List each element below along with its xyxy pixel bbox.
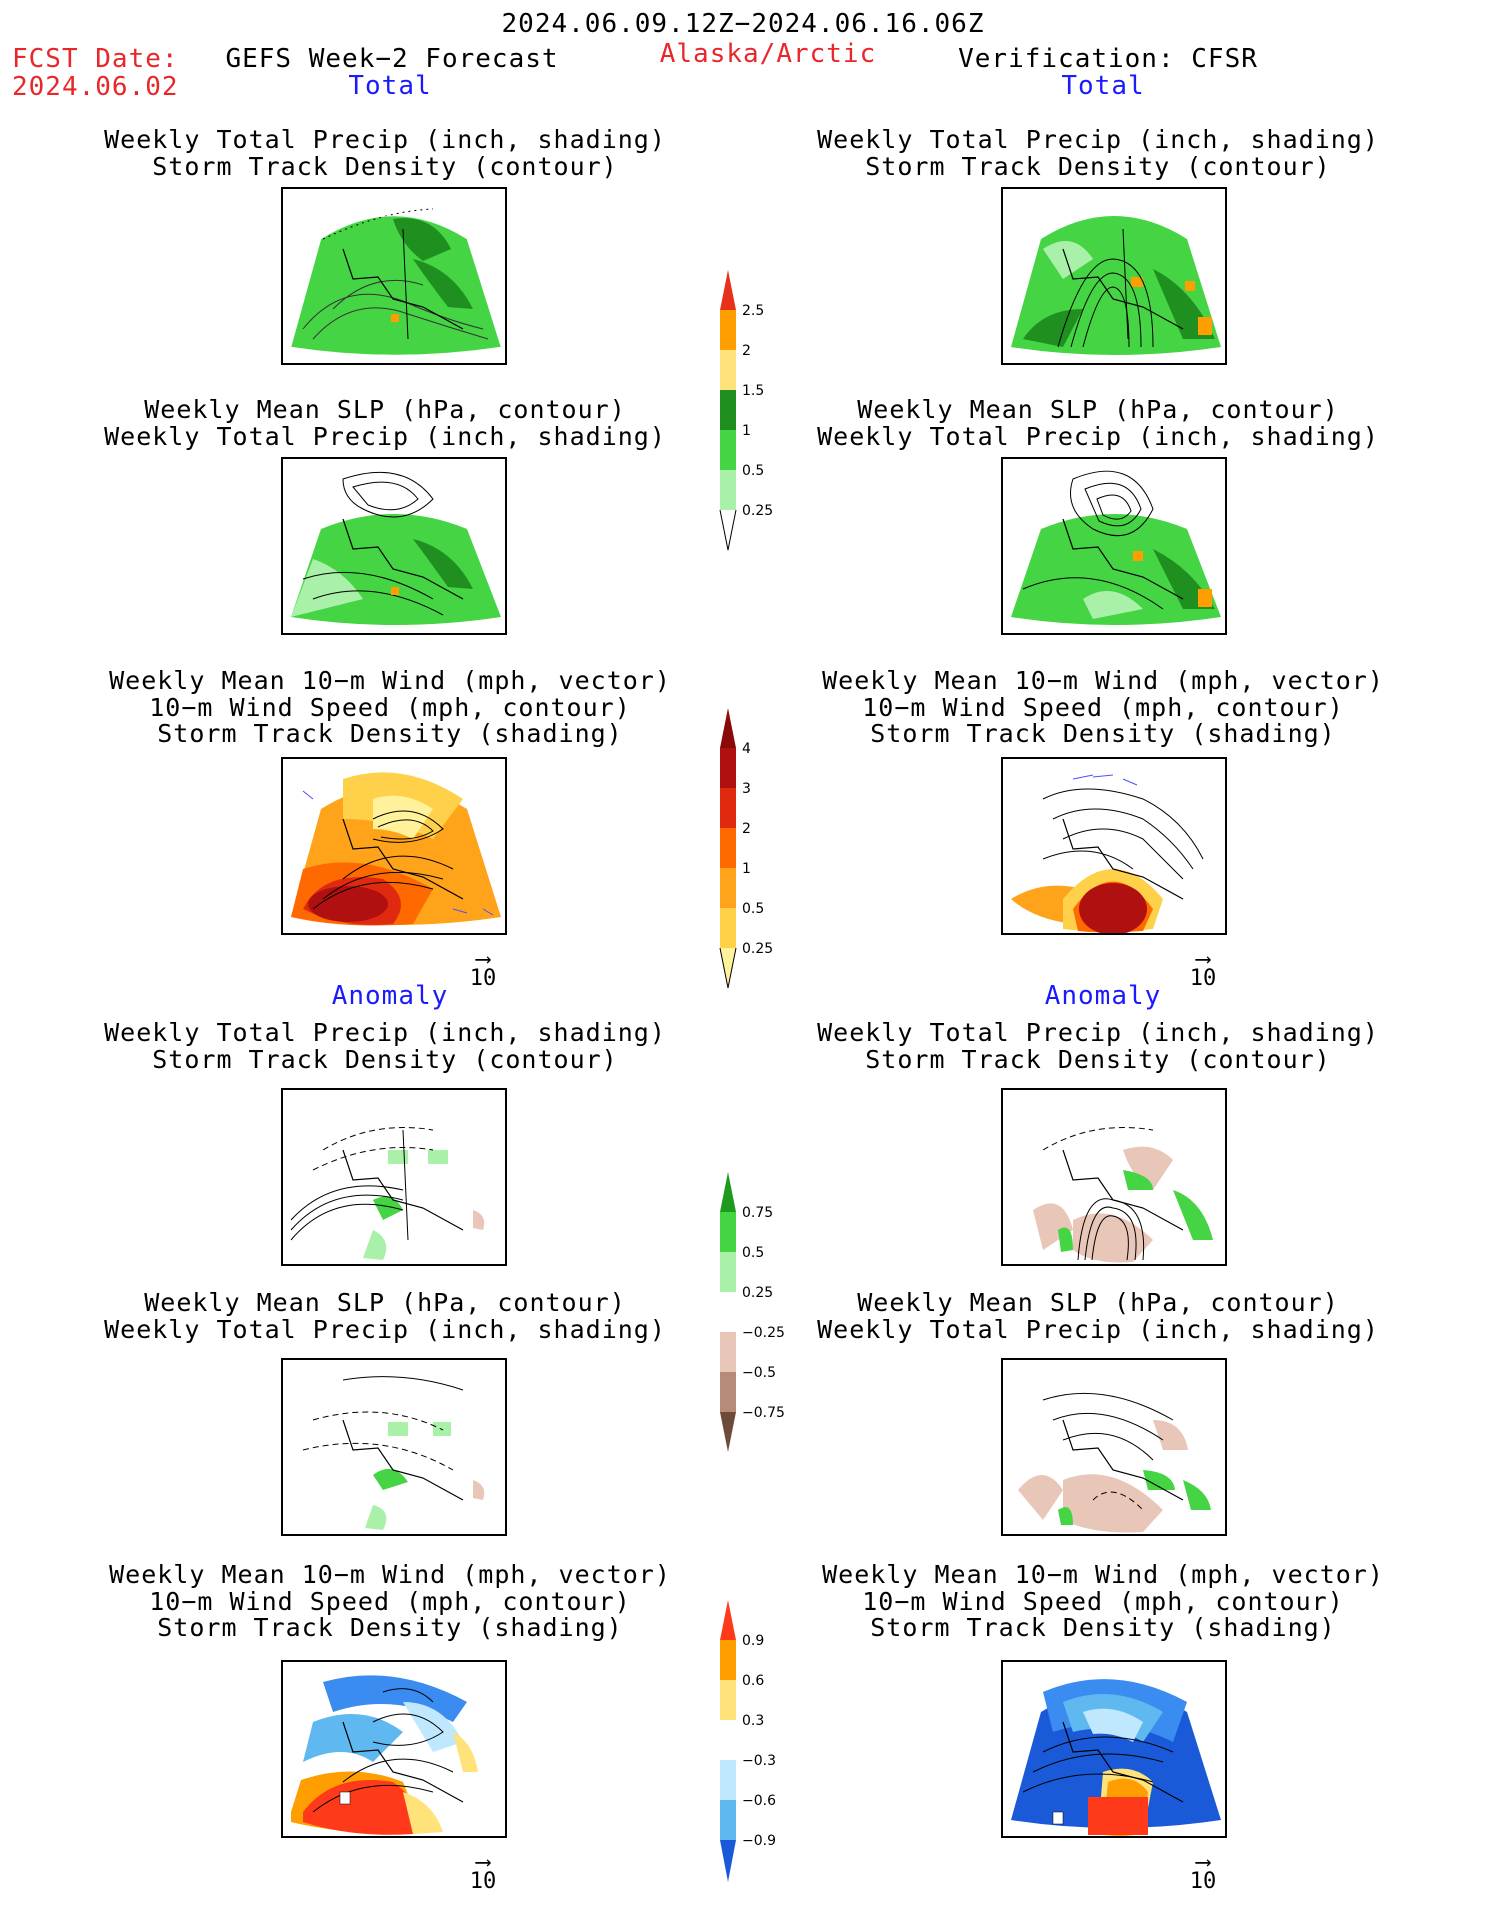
map-anom-wind-track-gefs xyxy=(281,1660,507,1838)
colorbar-precip-total-tick: 0.5 xyxy=(742,463,764,479)
map-total-precip-track-cfsr xyxy=(1001,187,1227,365)
colorbar-track-anom-tick: −0.3 xyxy=(742,1753,776,1769)
panel-title-anom-wind-right: Weekly Mean 10−m Wind (mph, vector) 10−m … xyxy=(822,1560,1384,1642)
model-title: GEFS Week−2 Forecast xyxy=(225,44,559,74)
vector-ref-anom-left: ⟶ 10 xyxy=(469,1850,497,1894)
colorbar-precip-total-tick: 2 xyxy=(742,343,751,359)
colorbar-precip-anom-tick: 0.5 xyxy=(742,1245,764,1261)
colorbar-precip-total: 2.5 2 1.5 1 0.5 0.25 xyxy=(719,270,860,560)
map-anom-slp-precip-gefs xyxy=(281,1358,507,1536)
vector-ref-total-right: ⟶ 10 xyxy=(1189,947,1217,991)
map-total-precip-track-gefs xyxy=(281,187,507,365)
section-total-left: Total xyxy=(348,71,432,101)
colorbar-precip-anom-tick: −0.5 xyxy=(742,1365,776,1381)
colorbar-track-total-tick: 3 xyxy=(742,781,751,797)
panel-title-total-precip-right: Weekly Total Precip (inch, shading) Storm… xyxy=(817,125,1379,181)
colorbar-precip-anom-tick: 0.75 xyxy=(742,1205,773,1221)
colorbar-precip-anom: 0.75 0.5 0.25 −0.25 −0.5 −0.75 xyxy=(720,1172,860,1462)
panel-title-total-wind-left: Weekly Mean 10−m Wind (mph, vector) 10−m … xyxy=(109,666,671,748)
colorbar-track-anom: 0.9 0.6 0.3 −0.3 −0.6 −0.9 xyxy=(720,1600,860,1900)
colorbar-track-total-tick: 4 xyxy=(742,741,751,757)
colorbar-precip-anom-tick: 0.25 xyxy=(742,1285,773,1301)
section-total-right: Total xyxy=(1061,71,1145,101)
panel-title-anom-slp-right: Weekly Mean SLP (hPa, contour) Weekly Tot… xyxy=(817,1288,1379,1344)
colorbar-track-total: 4 3 2 1 0.5 0.25 xyxy=(719,708,860,998)
colorbar-precip-anom-tick: −0.75 xyxy=(742,1405,785,1421)
colorbar-track-total-tick: 0.5 xyxy=(742,901,764,917)
map-total-wind-track-gefs xyxy=(281,757,507,935)
map-total-slp-precip-gefs xyxy=(281,457,507,635)
map-anom-precip-track-gefs xyxy=(281,1088,507,1266)
section-anomaly-right: Anomaly xyxy=(1044,981,1162,1011)
panel-title-total-slp-right: Weekly Mean SLP (hPa, contour) Weekly Tot… xyxy=(817,395,1379,451)
colorbar-precip-total-tick: 0.25 xyxy=(742,503,773,519)
colorbar-precip-total-tick: 2.5 xyxy=(742,303,764,319)
section-anomaly-left: Anomaly xyxy=(331,981,449,1011)
colorbar-track-anom-tick: −0.9 xyxy=(742,1833,776,1849)
panel-title-anom-wind-left: Weekly Mean 10−m Wind (mph, vector) 10−m … xyxy=(109,1560,671,1642)
colorbar-precip-anom-svg: 0.75 0.5 0.25 −0.25 −0.5 −0.75 xyxy=(720,1172,785,1452)
map-anom-slp-precip-cfsr xyxy=(1001,1358,1227,1536)
colorbar-track-anom-tick: −0.6 xyxy=(742,1793,776,1809)
region-title: Alaska/Arctic xyxy=(659,39,877,69)
map-anom-wind-track-cfsr xyxy=(1001,1660,1227,1838)
colorbar-precip-total-tick: 1.5 xyxy=(742,383,764,399)
colorbar-track-total-tick: 1 xyxy=(742,861,751,877)
fcst-date-value: 2024.06.02 xyxy=(12,72,179,102)
map-total-wind-track-cfsr xyxy=(1001,757,1227,935)
verification-title: Verification: CFSR xyxy=(958,44,1258,74)
map-anom-precip-track-cfsr xyxy=(1001,1088,1227,1266)
fcst-date-label: FCST Date: xyxy=(12,44,179,74)
colorbar-track-total-tick: 2 xyxy=(742,821,751,837)
vector-ref-anom-right: ⟶ 10 xyxy=(1189,1850,1217,1894)
panel-title-total-precip-left: Weekly Total Precip (inch, shading) Storm… xyxy=(104,125,666,181)
colorbar-track-total-tick: 0.25 xyxy=(742,941,773,957)
colorbar-precip-total-svg: 2.5 2 1.5 1 0.5 0.25 xyxy=(719,270,773,551)
valid-period: 2024.06.09.12Z−2024.06.16.06Z xyxy=(501,9,985,39)
map-total-slp-precip-cfsr xyxy=(1001,457,1227,635)
colorbar-track-total-svg: 4 3 2 1 0.5 0.25 xyxy=(719,708,773,989)
panel-title-anom-precip-left: Weekly Total Precip (inch, shading) Storm… xyxy=(104,1018,666,1074)
colorbar-precip-anom-tick: −0.25 xyxy=(742,1325,785,1341)
vector-ref-total-left: ⟶ 10 xyxy=(469,947,497,991)
panel-title-total-wind-right: Weekly Mean 10−m Wind (mph, vector) 10−m … xyxy=(822,666,1384,748)
panel-title-anom-slp-left: Weekly Mean SLP (hPa, contour) Weekly Tot… xyxy=(104,1288,666,1344)
colorbar-track-anom-tick: 0.9 xyxy=(742,1633,764,1649)
colorbar-track-anom-tick: 0.3 xyxy=(742,1713,764,1729)
panel-title-total-slp-left: Weekly Mean SLP (hPa, contour) Weekly Tot… xyxy=(104,395,666,451)
colorbar-precip-total-tick: 1 xyxy=(742,423,751,439)
colorbar-track-anom-svg: 0.9 0.6 0.3 −0.3 −0.6 −0.9 xyxy=(720,1600,776,1882)
panel-title-anom-precip-right: Weekly Total Precip (inch, shading) Storm… xyxy=(817,1018,1379,1074)
colorbar-track-anom-tick: 0.6 xyxy=(742,1673,764,1689)
